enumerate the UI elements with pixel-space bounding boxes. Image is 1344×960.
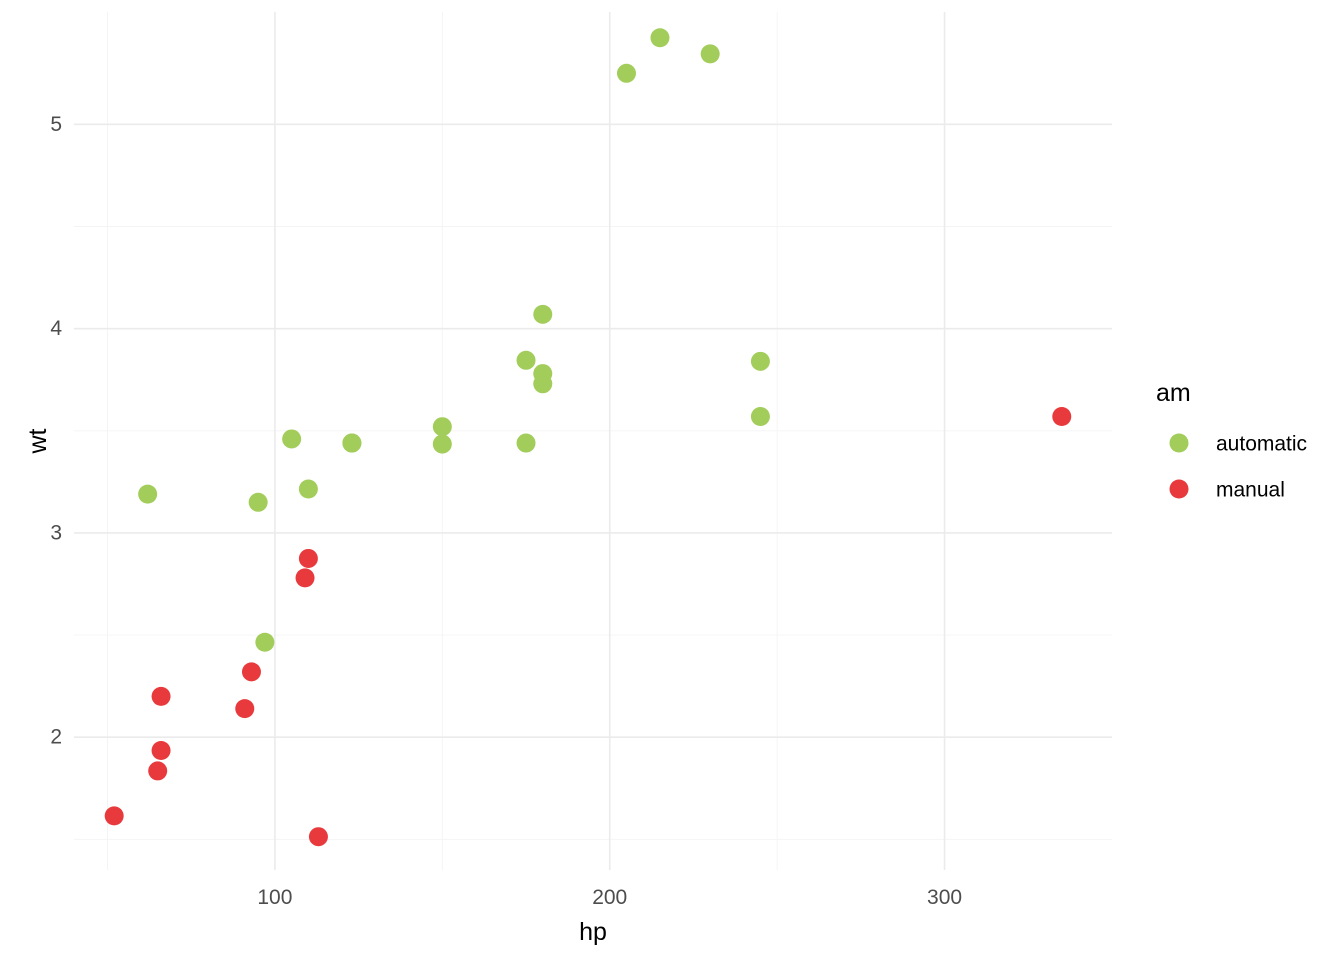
legend-label-automatic: automatic xyxy=(1216,433,1307,456)
point-automatic xyxy=(516,433,536,453)
point-automatic xyxy=(700,44,720,64)
point-manual xyxy=(241,662,261,682)
point-automatic xyxy=(750,406,770,426)
point-automatic xyxy=(138,484,158,504)
y-tick-label: 3 xyxy=(50,521,62,544)
point-automatic xyxy=(342,433,362,453)
point-automatic xyxy=(650,28,670,48)
point-manual xyxy=(295,568,315,588)
point-manual xyxy=(151,740,171,760)
x-tick-label: 200 xyxy=(592,886,627,909)
y-tick-label: 5 xyxy=(50,113,62,136)
point-automatic xyxy=(282,429,302,449)
point-automatic xyxy=(298,479,318,499)
point-automatic xyxy=(533,364,553,384)
data-points xyxy=(104,28,1072,847)
point-automatic xyxy=(533,304,553,324)
point-automatic xyxy=(750,351,770,371)
y-tick-label: 4 xyxy=(50,317,62,340)
y-tick-label: 2 xyxy=(50,726,62,749)
point-automatic xyxy=(432,417,452,437)
legend-title: am xyxy=(1156,379,1191,407)
point-automatic xyxy=(248,492,268,512)
point-manual xyxy=(235,699,255,719)
x-tick-label: 300 xyxy=(927,886,962,909)
point-automatic xyxy=(255,632,275,652)
point-manual xyxy=(298,548,318,568)
y-axis-title: wt xyxy=(24,428,52,454)
x-axis-title: hp xyxy=(579,918,607,946)
grid xyxy=(74,12,1112,870)
legend-key-manual xyxy=(1169,479,1189,499)
point-automatic xyxy=(432,434,452,454)
point-automatic xyxy=(616,63,636,83)
point-manual xyxy=(104,806,124,826)
legend: am automatic manual xyxy=(1156,379,1307,502)
point-automatic xyxy=(516,350,536,370)
legend-key-automatic xyxy=(1169,433,1189,453)
legend-label-manual: manual xyxy=(1216,479,1285,502)
point-manual xyxy=(1052,406,1072,426)
point-manual xyxy=(151,686,171,706)
point-manual xyxy=(308,827,328,847)
tick-labels: 100 200 300 2 3 4 5 xyxy=(50,113,962,909)
point-manual xyxy=(148,761,168,781)
x-tick-label: 100 xyxy=(257,886,292,909)
